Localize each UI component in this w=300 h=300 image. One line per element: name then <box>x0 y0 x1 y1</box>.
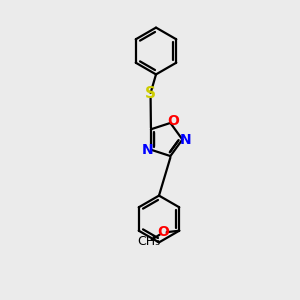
Text: S: S <box>145 85 156 100</box>
Text: CH₃: CH₃ <box>138 235 161 248</box>
Text: O: O <box>157 225 169 239</box>
Text: N: N <box>180 133 192 146</box>
Text: N: N <box>142 143 153 157</box>
Text: O: O <box>167 115 179 128</box>
